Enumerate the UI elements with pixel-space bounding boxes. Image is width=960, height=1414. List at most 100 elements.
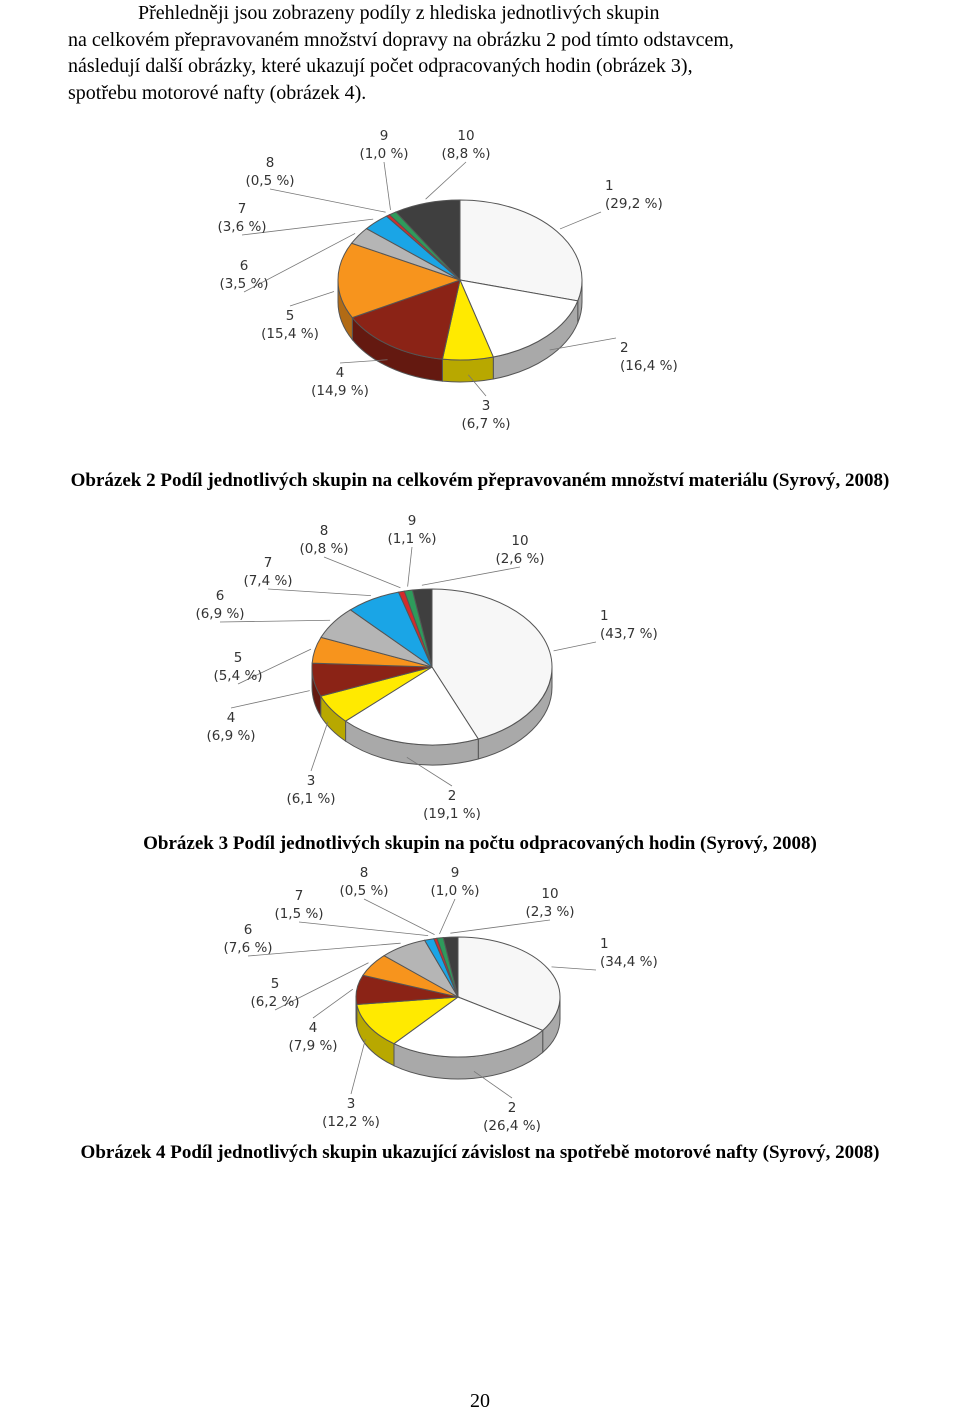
figure-4: 1 (34,4 %) 2 (26,4 %) 3 (12,2 %) 4 (7,9 %) 5 (6,2… — [0, 865, 960, 1137]
slice-percent-label: (6,1 %) — [286, 791, 335, 807]
slice-number-label: 7 — [295, 888, 304, 904]
intro-line: na celkovém přepravovaném množství dopra… — [68, 28, 734, 51]
figure-3-caption: Obrázek 3 Podíl jednotlivých skupin na p… — [143, 833, 817, 854]
slice-number-label: 4 — [309, 1020, 318, 1036]
slice-number-label: 7 — [264, 555, 273, 571]
pie-slices — [355, 936, 561, 1058]
slice-number-label: 10 — [457, 128, 474, 144]
intro-line: Přehledněji jsou zobrazeny podíly z hled… — [138, 2, 660, 24]
intro-line: spotřebu motorové nafty (obrázek 4). — [68, 81, 367, 104]
slice-percent-label: (0,5 %) — [245, 173, 294, 189]
pie-slice-10 — [395, 199, 461, 282]
slice-percent-label: (43,7 %) — [600, 626, 658, 642]
leader-line — [467, 374, 487, 397]
leader-line — [425, 161, 467, 200]
pie-slices — [311, 588, 553, 746]
slice-number-label: 3 — [482, 398, 491, 414]
leader-line — [312, 988, 354, 1019]
slice-number-label: 7 — [238, 201, 247, 217]
slice-percent-label: (1,1 %) — [387, 531, 436, 547]
pie-slice-1 — [431, 588, 553, 740]
slice-percent-label: (14,9 %) — [311, 383, 369, 399]
slice-number-label: 5 — [271, 976, 280, 992]
slice-number-label: 9 — [408, 513, 417, 529]
leader-line — [439, 898, 456, 935]
slice-number-label: 4 — [227, 710, 236, 726]
pie-slices — [337, 199, 583, 361]
pie-slice-4 — [351, 279, 461, 360]
pie-slice-3 — [356, 996, 460, 1045]
slice-number-label: 2 — [620, 340, 629, 356]
intro-paragraph: Přehledněji jsou zobrazeny podíly z hled… — [68, 0, 878, 106]
leader-line — [407, 546, 413, 587]
slice-percent-label: (1,0 %) — [359, 146, 408, 162]
pie-slice-2 — [344, 666, 480, 746]
leader-line — [450, 919, 551, 934]
leader-line — [310, 721, 329, 772]
slice-number-label: 4 — [336, 365, 345, 381]
intro-line: následují další obrázky, které ukazují p… — [68, 55, 693, 77]
leader-line — [219, 619, 331, 623]
leader-line — [383, 161, 391, 210]
leader-line — [247, 942, 401, 957]
pie-slice-10 — [442, 936, 459, 998]
leader-line — [274, 962, 369, 1011]
slice-number-label: 10 — [511, 533, 528, 549]
leader-line — [269, 188, 386, 213]
pie-slice-5 — [337, 242, 462, 319]
slice-number-label: 5 — [286, 308, 295, 324]
slice-percent-label: (6,9 %) — [195, 606, 244, 622]
page-number: 20 — [470, 1390, 490, 1412]
pie-side-3 — [441, 356, 494, 383]
slice-number-label: 3 — [307, 773, 316, 789]
slice-percent-label: (6,7 %) — [461, 416, 510, 432]
slice-percent-label: (26,4 %) — [483, 1118, 541, 1134]
leader-line — [559, 211, 602, 230]
slice-number-label: 2 — [448, 788, 457, 804]
slice-number-label: 9 — [451, 865, 460, 881]
slice-percent-label: (34,4 %) — [600, 954, 658, 970]
pie-slice-2 — [459, 279, 579, 358]
pie-slice-1 — [459, 199, 583, 302]
slice-percent-label: (7,4 %) — [243, 573, 292, 589]
slice-percent-label: (1,5 %) — [274, 906, 323, 922]
leader-line — [243, 233, 356, 293]
slice-number-label: 1 — [600, 936, 609, 952]
leader-line — [298, 921, 429, 936]
pie-slice-1 — [457, 936, 561, 1031]
leader-line — [323, 556, 401, 589]
pie-chart-figure-2: 1 (29,2 %) 2 (16,4 %) 3 (6,7 %) 4 (14,9 %) 5 (15,… — [217, 128, 677, 432]
pie-chart-figure-3: 1 (43,7 %) 2 (19,1 %) 3 (6,1 %) 4 (6,9 %) 5 (5,4 … — [195, 513, 658, 822]
leader-line — [339, 359, 388, 364]
pie-labels: 1 (34,4 %) 2 (26,4 %) 3 (12,2 %) 4 (7,9 %) 5 (6,2… — [223, 865, 657, 1134]
slice-percent-label: (3,5 %) — [219, 276, 268, 292]
leader-line — [473, 1070, 513, 1099]
leader-line — [363, 898, 435, 935]
slice-percent-label: (6,2 %) — [250, 994, 299, 1010]
slice-percent-label: (19,1 %) — [423, 806, 481, 822]
leader-line — [553, 641, 597, 652]
slice-number-label: 6 — [240, 258, 249, 274]
slice-percent-label: (3,6 %) — [217, 219, 266, 235]
leader-line — [241, 218, 374, 236]
pie-slice-2 — [393, 996, 544, 1058]
leader-line — [237, 648, 312, 685]
slice-percent-label: (0,5 %) — [339, 883, 388, 899]
leader-line — [267, 588, 371, 597]
slice-number-label: 9 — [380, 128, 389, 144]
slice-percent-label: (2,6 %) — [495, 551, 544, 567]
leader-line — [230, 690, 310, 709]
slice-number-label: 1 — [605, 178, 614, 194]
leader-line — [289, 291, 335, 307]
figure-3: 1 (43,7 %) 2 (19,1 %) 3 (6,1 %) 4 (6,9 %) 5 (5,4 … — [0, 505, 960, 830]
slice-percent-label: (0,8 %) — [299, 541, 348, 557]
leader-line — [421, 566, 521, 586]
leader-line — [406, 756, 453, 787]
slice-number-label: 10 — [541, 886, 558, 902]
slice-number-label: 6 — [244, 922, 253, 938]
figure-2-caption: Obrázek 2 Podíl jednotlivých skupin na c… — [70, 470, 890, 491]
pie-sides — [337, 279, 583, 383]
pie-sides — [355, 996, 561, 1080]
figure-4-caption: Obrázek 4 Podíl jednotlivých skupin ukaz… — [80, 1142, 880, 1163]
slice-percent-label: (1,0 %) — [430, 883, 479, 899]
